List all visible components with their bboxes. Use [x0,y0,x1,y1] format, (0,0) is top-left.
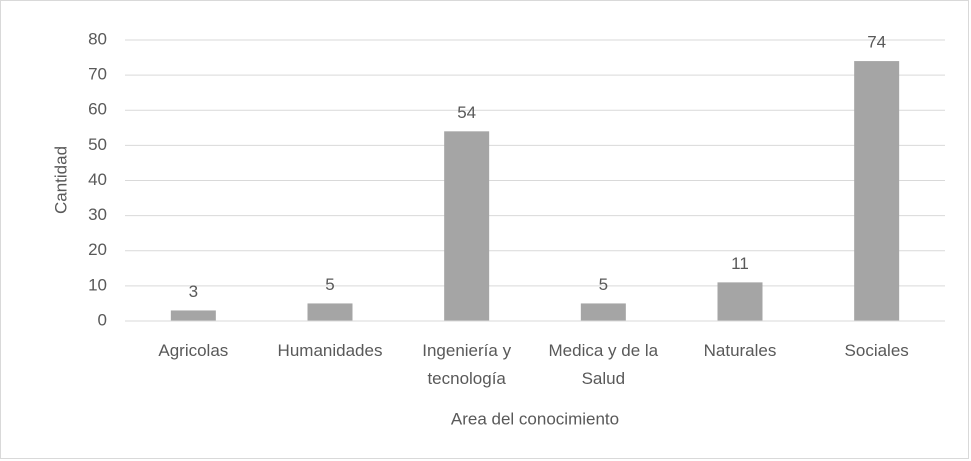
x-tick-label: Ingeniería y tecnología [422,341,511,388]
data-label: 54 [457,103,476,122]
y-axis-title: Cantidad [51,146,70,214]
y-tick-label: 70 [88,65,107,84]
x-tick-label: Naturales [704,341,777,360]
y-tick-label: 0 [98,310,107,329]
bar [170,310,216,321]
bar [717,282,763,321]
x-tick-label: Medica y de la Salud [549,341,659,388]
bar [444,131,490,321]
x-axis-title: Area del conocimiento [451,409,619,428]
x-tick-label: Humanidades [278,341,383,360]
y-tick-label: 60 [88,100,107,119]
data-label: 74 [867,33,886,52]
x-tick-label: Sociales [845,341,909,360]
data-label: 5 [325,275,334,294]
y-tick-label: 10 [88,275,107,294]
y-tick-label: 40 [88,170,107,189]
bar [580,303,626,321]
bar [307,303,353,321]
data-label: 11 [731,254,749,273]
y-tick-label: 80 [88,29,107,48]
bar [854,61,900,321]
data-label: 5 [599,275,608,294]
y-tick-label: 30 [88,205,107,224]
y-tick-label: 20 [88,240,107,259]
y-tick-label: 50 [88,135,107,154]
x-tick-label: Agricolas [158,341,228,360]
data-label: 3 [189,282,198,301]
